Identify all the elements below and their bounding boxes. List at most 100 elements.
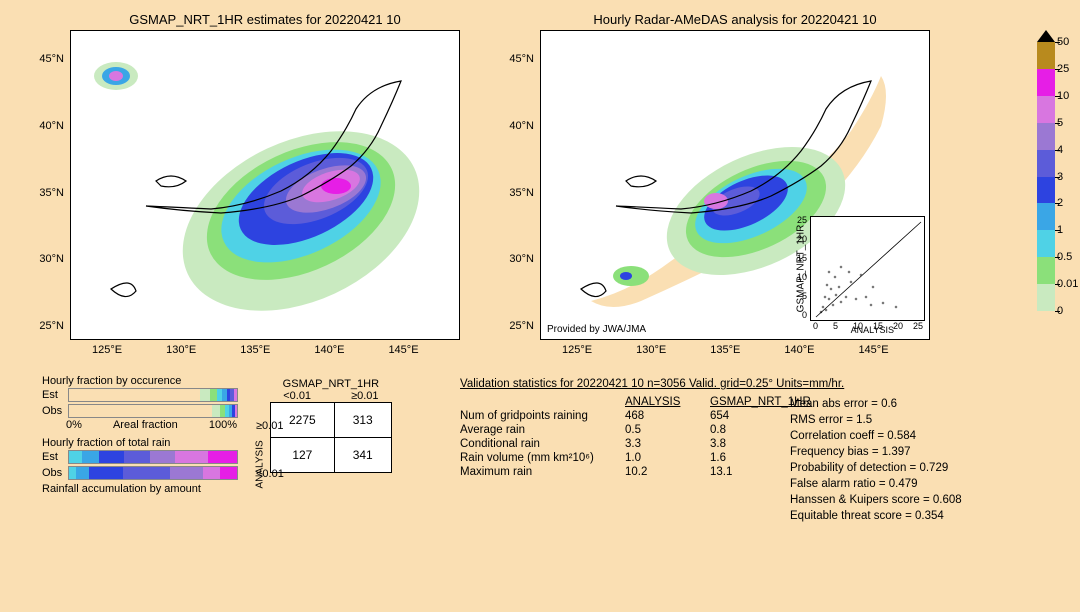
ytick: 40°N — [504, 120, 534, 132]
colorbar-tick: 10 — [1057, 90, 1069, 102]
xtick: 130°E — [166, 344, 196, 356]
scatter-inset: 00551010151520202525 — [810, 216, 925, 321]
colorbar-seg — [1037, 311, 1055, 338]
colorbar-seg — [1037, 123, 1055, 150]
validation-cell: 1.0 — [625, 452, 705, 464]
colorbar-seg — [1037, 257, 1055, 284]
contingency-col2: ≥0.01 — [351, 390, 378, 402]
xtick: 125°E — [92, 344, 122, 356]
validation-cell: Maximum rain — [460, 466, 620, 478]
colorbar-top-tri — [1037, 30, 1055, 42]
metric-line: Probability of detection = 0.729 — [790, 460, 962, 476]
colorbar-seg — [1037, 230, 1055, 257]
metric-line: Mean abs error = 0.6 — [790, 396, 962, 412]
left-map — [70, 30, 460, 340]
contingency-col-header: GSMAP_NRT_1HR — [270, 378, 392, 390]
occ-x-left: 0% — [66, 419, 82, 431]
colorbar-tick: 2 — [1057, 197, 1063, 209]
totalrain-title: Hourly fraction of total rain — [42, 437, 238, 449]
colorbar-seg — [1037, 177, 1055, 204]
frac-bar — [68, 450, 238, 464]
colorbar-tick: 1 — [1057, 224, 1063, 236]
ytick: 35°N — [504, 187, 534, 199]
provided-by: Provided by JWA/JMA — [547, 324, 646, 335]
frac-row-label: Est — [42, 451, 64, 463]
ytick: 25°N — [34, 320, 64, 332]
colorbar-bot-tri — [1037, 338, 1055, 350]
left-precip-overlay — [71, 31, 461, 341]
scatter-ylabel: GSMAP_NRT_1HR — [796, 219, 807, 319]
occ-x-right: 100% — [209, 419, 237, 431]
occurrence-title: Hourly fraction by occurence — [42, 375, 238, 387]
right-map-title: Hourly Radar-AMeDAS analysis for 2022042… — [540, 12, 930, 27]
colorbar-seg — [1037, 69, 1055, 96]
ytick: 35°N — [34, 187, 64, 199]
validation-title: Validation statistics for 20220421 10 n=… — [460, 378, 844, 392]
totalrain-caption: Rainfall accumulation by amount — [42, 483, 238, 495]
colorbar-seg — [1037, 96, 1055, 123]
frac-bar — [68, 388, 238, 402]
colorbar: 502510543210.50.010 — [1037, 30, 1055, 350]
frac-row-label: Obs — [42, 405, 64, 417]
metric-line: Equitable threat score = 0.354 — [790, 508, 962, 524]
colorbar-tick: 50 — [1057, 36, 1069, 48]
contingency-cell: 313 — [334, 403, 391, 438]
xtick: 130°E — [636, 344, 666, 356]
colorbar-seg — [1037, 42, 1055, 69]
colorbar-tick: 0.5 — [1057, 251, 1072, 263]
colorbar-seg — [1037, 203, 1055, 230]
xtick: 145°E — [858, 344, 888, 356]
contingency-col1: <0.01 — [283, 390, 311, 402]
metric-line: Correlation coeff = 0.584 — [790, 428, 962, 444]
scatter-xlabel: ANALYSIS — [851, 325, 894, 335]
xtick: 135°E — [240, 344, 270, 356]
colorbar-seg — [1037, 150, 1055, 177]
ytick: 30°N — [34, 253, 64, 265]
validation-cell: Num of gridpoints raining — [460, 410, 620, 422]
left-map-title: GSMAP_NRT_1HR estimates for 20220421 10 — [70, 12, 460, 27]
validation-col-header: ANALYSIS — [625, 396, 705, 408]
validation-cell: Conditional rain — [460, 438, 620, 450]
contingency-cell: 341 — [334, 438, 391, 473]
validation-section: Validation statistics for 20220421 10 n=… — [460, 378, 844, 478]
ytick: 30°N — [504, 253, 534, 265]
colorbar-tick: 3 — [1057, 171, 1063, 183]
occ-x-center: Areal fraction — [113, 419, 178, 431]
frac-bar — [68, 466, 238, 480]
fraction-bars: Hourly fraction by occurence Est Obs 0% A… — [42, 375, 238, 495]
metric-line: Frequency bias = 1.397 — [790, 444, 962, 460]
ytick: 40°N — [34, 120, 64, 132]
ytick: 45°N — [504, 53, 534, 65]
contingency-row1-label: <0.01 — [256, 468, 284, 480]
metrics: Mean abs error = 0.6RMS error = 1.5Corre… — [790, 396, 962, 524]
colorbar-tick: 0 — [1057, 305, 1063, 317]
right-map: Provided by JWA/JMA 00551010151520202525… — [540, 30, 930, 340]
colorbar-tick: 4 — [1057, 144, 1063, 156]
frac-bar — [68, 404, 238, 418]
metric-line: Hanssen & Kuipers score = 0.608 — [790, 492, 962, 508]
metric-line: RMS error = 1.5 — [790, 412, 962, 428]
frac-row-label: Obs — [42, 467, 64, 479]
colorbar-tick: 25 — [1057, 63, 1069, 75]
colorbar-tick: 5 — [1057, 117, 1063, 129]
validation-cell: Rain volume (mm km²10⁶) — [460, 452, 620, 464]
colorbar-tick: 0.01 — [1057, 278, 1078, 290]
xtick: 145°E — [388, 344, 418, 356]
validation-cell: 0.5 — [625, 424, 705, 436]
ytick: 45°N — [34, 53, 64, 65]
frac-row-label: Est — [42, 389, 64, 401]
contingency-table: GSMAP_NRT_1HR <0.01 ≥0.01 2275313127341 — [270, 378, 392, 473]
xtick: 135°E — [710, 344, 740, 356]
validation-cell: 10.2 — [625, 466, 705, 478]
validation-cell: 468 — [625, 410, 705, 422]
colorbar-seg — [1037, 284, 1055, 311]
validation-cell: Average rain — [460, 424, 620, 436]
xtick: 140°E — [314, 344, 344, 356]
xtick: 140°E — [784, 344, 814, 356]
metric-line: False alarm ratio = 0.479 — [790, 476, 962, 492]
xtick: 125°E — [562, 344, 592, 356]
validation-col-header — [460, 396, 620, 408]
validation-cell: 3.3 — [625, 438, 705, 450]
ytick: 25°N — [504, 320, 534, 332]
contingency-row2-label: ≥0.01 — [256, 420, 283, 432]
